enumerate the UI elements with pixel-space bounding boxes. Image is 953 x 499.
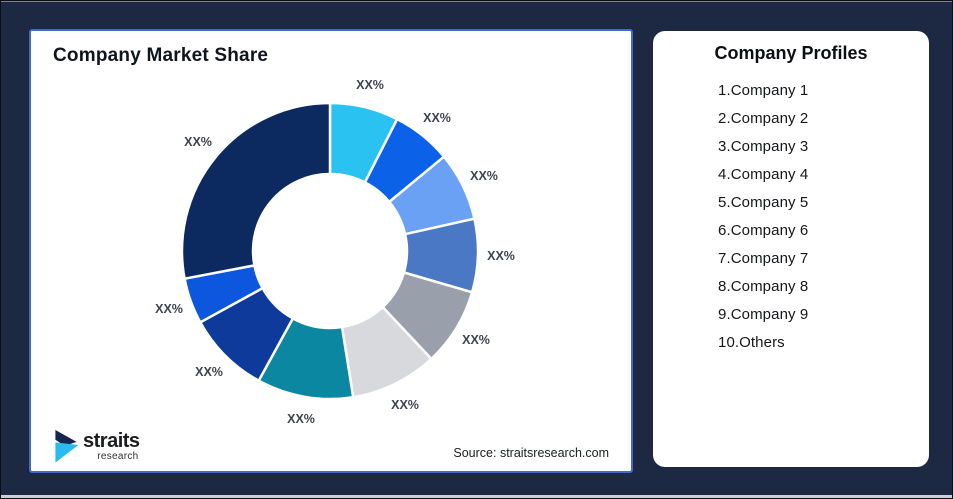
donut-svg [180, 101, 480, 401]
slice-label-2: XX% [423, 111, 451, 125]
slice-label-10: XX% [184, 135, 212, 149]
logo-mark-navy [55, 430, 77, 446]
profiles-title: Company Profiles [714, 43, 868, 63]
company-list-item: 9.Company 9 [718, 306, 809, 323]
company-list: 1.Company 1 2.Company 2 3.Company 3 4.Compa… [653, 77, 929, 357]
logo-subtitle: research [97, 451, 139, 462]
slice-label-1: XX% [356, 78, 384, 92]
company-list-item: 2.Company 2 [718, 110, 809, 127]
market-share-card: Company Market Share XX% XX% XX% XX% XX% XX% X… [29, 29, 633, 473]
company-list-item: 3.Company 3 [718, 138, 809, 155]
company-profiles-card: Company Profiles 1.Company 1 2.Company 2 3… [653, 31, 929, 467]
company-list-item: 7.Company 7 [718, 250, 809, 267]
company-list-item: 8.Company 8 [718, 278, 809, 295]
chart-title: Company Market Share [53, 45, 269, 66]
slice-label-9: XX% [155, 302, 183, 316]
slice-label-6: XX% [391, 398, 419, 412]
slice-label-3: XX% [470, 169, 498, 183]
company-list-item: 1.Company 1 [718, 82, 809, 99]
donut-chart: XX% XX% XX% XX% XX% XX% XX% XX% XX% XX% [31, 31, 631, 471]
company-list-item: 5.Company 5 [718, 194, 809, 211]
slice-label-5: XX% [462, 333, 490, 347]
straits-logo-icon [55, 430, 79, 463]
company-list-item: 10.Others [718, 334, 785, 351]
logo-mark-cyan [55, 442, 79, 463]
company-list-item: 6.Company 6 [718, 222, 809, 239]
source-note: Source: straitsresearch.com [453, 446, 609, 460]
donut-slice-10 [180, 101, 332, 280]
logo-text: straits research [83, 431, 140, 462]
company-list-item: 4.Company 4 [718, 166, 809, 183]
bottom-edge-strip [1, 495, 952, 498]
slice-label-4: XX% [487, 249, 515, 263]
logo-name: straits [83, 430, 140, 452]
straits-research-logo: straits research [51, 427, 140, 463]
slice-label-7: XX% [287, 412, 315, 426]
slice-label-8: XX% [195, 365, 223, 379]
